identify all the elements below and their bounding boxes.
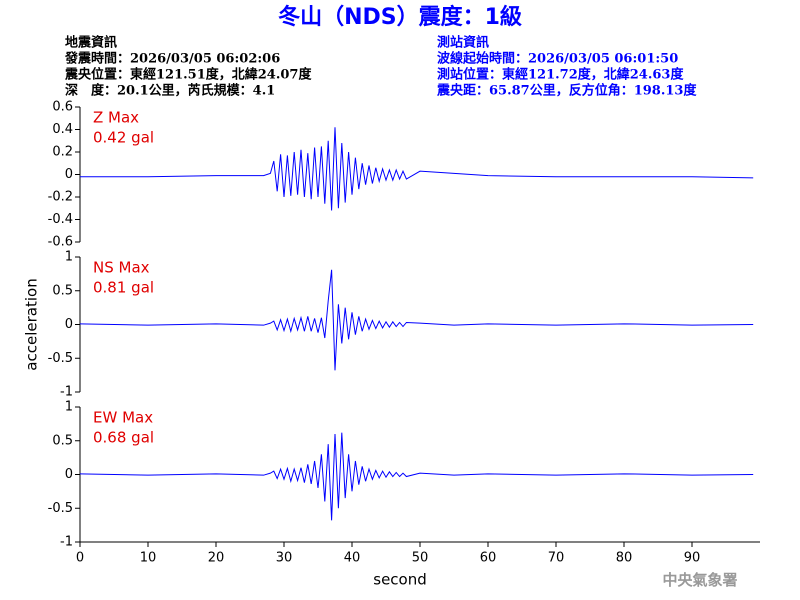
- info-line: 震央距：65.87公里，反方位角：198.13度: [436, 83, 697, 99]
- x-tick-label: 50: [412, 551, 429, 566]
- max-label: NS Max: [93, 259, 150, 277]
- y-tick-label: -0.6: [48, 235, 73, 250]
- x-tick-label: 40: [344, 551, 361, 566]
- y-tick-label: -0.2: [48, 190, 73, 205]
- info-line: 深 度：20.1公里，芮氏規模：4.1: [65, 83, 275, 99]
- info-line: 震央位置：東經121.51度，北緯24.07度: [64, 67, 312, 83]
- waveform: [79, 432, 754, 521]
- x-tick-label: 70: [548, 551, 565, 566]
- max-label: EW Max: [93, 409, 153, 427]
- y-tick-label: 0.4: [52, 122, 73, 137]
- max-label: 0.42 gal: [93, 129, 154, 147]
- info-line: 發震時間：2026/03/05 06:02:06: [64, 51, 280, 67]
- x-tick-label: 60: [480, 551, 497, 566]
- x-tick-label: 30: [276, 551, 293, 566]
- y-tick-label: -0.5: [48, 351, 73, 366]
- chart-title: 冬山（NDS）震度：1級: [278, 4, 522, 30]
- waveform: [80, 127, 754, 211]
- y-tick-label: -0.4: [48, 212, 73, 227]
- y-tick-label: 0: [65, 167, 73, 182]
- x-tick-label: 20: [208, 551, 225, 566]
- y-tick-label: 0: [65, 467, 73, 482]
- y-tick-label: 0.5: [52, 283, 73, 298]
- x-axis-label: second: [373, 571, 427, 589]
- x-tick-label: 90: [684, 551, 701, 566]
- y-tick-label: -1: [60, 385, 73, 400]
- y-axis-label: acceleration: [23, 278, 41, 370]
- info-line: 地震資訊: [65, 35, 117, 51]
- info-line: 測站資訊: [437, 35, 489, 51]
- x-tick-label: 0: [76, 551, 84, 566]
- footer: 中央氣象署: [662, 571, 737, 589]
- y-tick-label: 1: [65, 250, 73, 265]
- y-tick-label: 0.6: [52, 100, 73, 115]
- max-label: Z Max: [93, 109, 139, 127]
- y-tick-label: -1: [60, 535, 73, 550]
- y-tick-label: 1: [65, 400, 73, 415]
- y-tick-label: 0.2: [52, 145, 73, 160]
- x-tick-label: 80: [616, 551, 633, 566]
- y-tick-label: 0: [65, 317, 73, 332]
- max-label: 0.68 gal: [93, 429, 154, 447]
- waveform: [79, 269, 754, 371]
- info-line: 測站位置：東經121.72度，北緯24.63度: [437, 67, 684, 83]
- y-tick-label: -0.5: [48, 501, 73, 516]
- y-tick-label: 0.5: [52, 433, 73, 448]
- x-tick-label: 10: [140, 551, 157, 566]
- max-label: 0.81 gal: [93, 279, 154, 297]
- info-line: 波線起始時間：2026/03/05 06:01:50: [437, 51, 678, 67]
